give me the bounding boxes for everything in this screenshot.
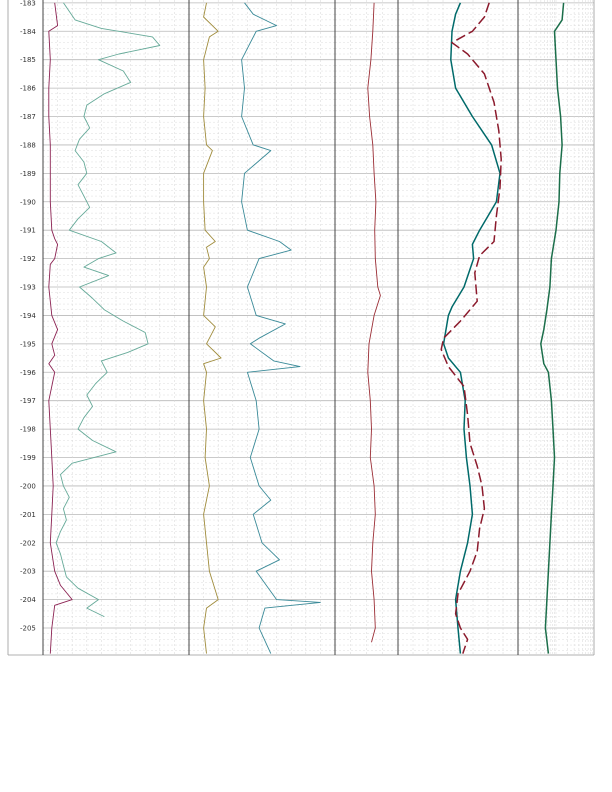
depth-label: -199	[20, 454, 36, 462]
log-curve-track-2-series-2	[241, 2, 321, 654]
depth-label: -193	[20, 284, 36, 292]
depth-label: -186	[20, 85, 36, 93]
curves-layer	[48, 2, 565, 654]
depth-label: -196	[20, 369, 36, 377]
depth-label: -204	[20, 596, 36, 604]
depth-label: -197	[20, 397, 36, 405]
grid-layer	[43, 0, 594, 655]
depth-label: -198	[20, 426, 36, 434]
log-curve-track-3-series-1	[367, 2, 381, 643]
log-curve-track-5-series-1	[540, 2, 565, 654]
depth-label: -190	[20, 198, 36, 206]
depth-label: -192	[20, 255, 36, 263]
depth-label: -183	[20, 0, 36, 7]
depth-label: -201	[20, 511, 36, 519]
depth-label: -184	[20, 28, 36, 36]
depth-label: -185	[20, 56, 36, 64]
log-curve-track-1-series-1	[48, 2, 73, 654]
depth-label: -187	[20, 113, 36, 121]
depth-labels: -183 -184 -185 -186 -187 -188 -189 -190 -191 -192…	[20, 0, 36, 633]
depth-label: -189	[20, 170, 36, 178]
depth-label: -188	[20, 141, 36, 149]
log-curve-track-4-series-1	[442, 2, 501, 654]
log-curve-track-4-series-2	[440, 2, 502, 654]
depth-label: -200	[20, 482, 36, 490]
depth-label: -195	[20, 340, 36, 348]
track-frames	[7, 0, 595, 656]
depth-label: -205	[20, 625, 36, 633]
depth-label: -194	[20, 312, 36, 320]
log-curve-track-2-series-1	[203, 2, 222, 654]
depth-label: -203	[20, 568, 36, 576]
depth-label: -191	[20, 227, 36, 235]
depth-label: -202	[20, 539, 36, 547]
log-curve-track-1-series-2	[55, 2, 161, 618]
